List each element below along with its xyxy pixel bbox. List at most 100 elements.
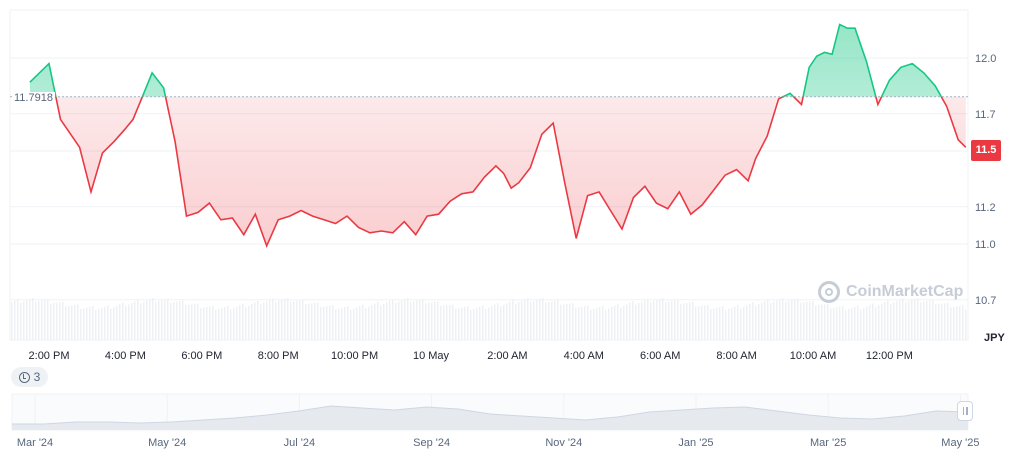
volume-bar [827,303,829,340]
volume-bar [371,305,373,340]
volume-bar [929,300,931,340]
volume-bar [248,305,250,340]
volume-bar [449,304,451,340]
history-button[interactable]: 3 [11,367,48,387]
price-area [29,24,966,246]
volume-bar [944,303,946,340]
volume-bar [521,300,523,340]
volume-bar [632,301,634,340]
volume-bar [797,298,799,340]
volume-bar [59,302,61,340]
volume-bar [326,306,328,340]
volume-bar [824,304,826,340]
volume-bar [575,307,577,340]
volume-bar [566,304,568,340]
volume-bar [536,300,538,340]
volume-bar [794,299,796,340]
volume-bar [887,300,889,340]
volume-bar [701,305,703,340]
volume-bar [617,304,619,340]
volume-bar [224,306,226,340]
volume-bar [866,306,868,340]
volume-bar [644,300,646,340]
range-navigator[interactable]: Mar '24 May '24 Jul '24 Sep '24 Nov '24 Jan '… [11,393,979,449]
volume-bar [146,300,148,340]
volume-bar [17,298,19,340]
volume-bar [386,302,388,340]
volume-bar [752,302,754,340]
volume-bar [512,300,514,340]
volume-bar [515,303,517,340]
volume-bar [272,298,274,340]
volume-bar [161,300,163,340]
volume-bar [680,303,682,340]
volume-bar [626,304,628,340]
volume-bar [584,306,586,340]
volume-bar [176,301,178,340]
history-count: 3 [33,370,41,384]
volume-bar [392,299,394,340]
volume-bar [359,306,361,340]
volume-bar [83,308,85,340]
navigator-drag-handle[interactable] [957,401,973,421]
volume-bar [614,305,616,340]
volume-bar [776,300,778,340]
x-tick-label: 2:00 AM [487,350,527,362]
volume-bar [734,306,736,340]
volume-bar [815,305,817,340]
volume-bar [179,301,181,340]
volume-bar [848,308,850,340]
volume-bar [605,309,607,340]
volume-bar [374,303,376,340]
volume-bar [383,303,385,340]
volume-bar [563,304,565,340]
volume-bar [80,309,82,340]
volume-bar [932,299,934,340]
volume-bar [170,302,172,340]
volume-bar [275,302,277,340]
volume-bar [470,309,472,340]
volume-bar [791,300,793,340]
volume-bar [725,309,727,340]
volume-bar [437,301,439,340]
volume-bar [290,302,292,340]
volume-bar [329,305,331,340]
volume-bar [206,307,208,340]
volume-bar [185,305,187,340]
volume-bar [431,302,433,340]
volume-bar [173,302,175,340]
x-tick-label: 6:00 AM [640,350,680,362]
volume-bar [260,304,262,340]
volume-bar [500,306,502,340]
reference-price-label: 11.7918 [12,92,55,104]
price-line [29,23,967,249]
x-tick-label: 2:00 PM [29,350,70,362]
x-tick-label: 10:00 PM [331,350,378,362]
volume-bar [764,301,766,340]
volume-bar [41,300,43,340]
volume-bars [11,298,967,340]
y-tick-label: 12.0 [975,53,996,65]
volume-bar [857,305,859,340]
volume-bar [104,306,106,340]
volume-bar [395,302,397,340]
volume-bar [488,307,490,340]
volume-bar [62,301,64,340]
x-axis-ticks: 2:00 PM 4:00 PM 6:00 PM 8:00 PM 10:00 PM 10 M… [29,350,913,362]
volume-bar [539,299,541,340]
volume-bar [596,307,598,340]
volume-bar [299,300,301,340]
volume-bar [671,300,673,340]
volume-bar [959,305,961,340]
volume-bar [698,306,700,340]
volume-bar [716,307,718,340]
volume-bar [200,308,202,340]
volume-bar [902,298,904,340]
volume-bar [425,303,427,340]
volume-bar [107,305,109,340]
x-tick-label: 8:00 AM [716,350,756,362]
volume-bar [89,306,91,340]
x-tick-label: 12:00 PM [866,350,913,362]
volume-bar [452,304,454,340]
